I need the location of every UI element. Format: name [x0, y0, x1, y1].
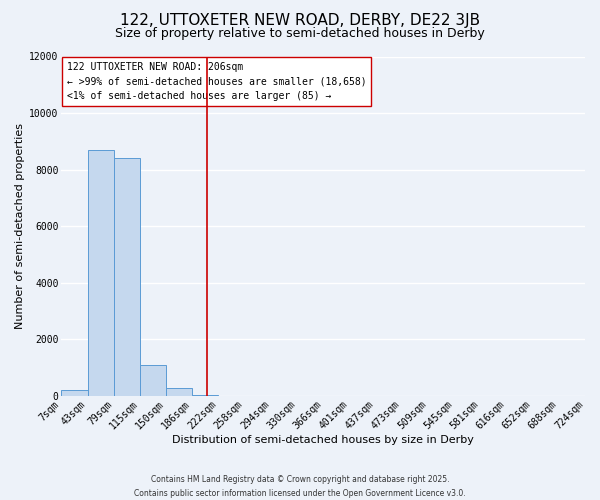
Text: 122, UTTOXETER NEW ROAD, DERBY, DE22 3JB: 122, UTTOXETER NEW ROAD, DERBY, DE22 3JB	[120, 12, 480, 28]
Text: Contains HM Land Registry data © Crown copyright and database right 2025.
Contai: Contains HM Land Registry data © Crown c…	[134, 476, 466, 498]
Bar	[88, 150, 114, 396]
Bar	[166, 388, 192, 396]
X-axis label: Distribution of semi-detached houses by size in Derby: Distribution of semi-detached houses by …	[172, 435, 474, 445]
Bar	[140, 365, 166, 396]
Y-axis label: Number of semi-detached properties: Number of semi-detached properties	[15, 124, 25, 330]
Text: Size of property relative to semi-detached houses in Derby: Size of property relative to semi-detach…	[115, 28, 485, 40]
Bar	[114, 158, 140, 396]
Bar	[192, 394, 218, 396]
Text: 122 UTTOXETER NEW ROAD: 206sqm
← >99% of semi-detached houses are smaller (18,65: 122 UTTOXETER NEW ROAD: 206sqm ← >99% of…	[67, 62, 366, 101]
Bar	[61, 390, 88, 396]
